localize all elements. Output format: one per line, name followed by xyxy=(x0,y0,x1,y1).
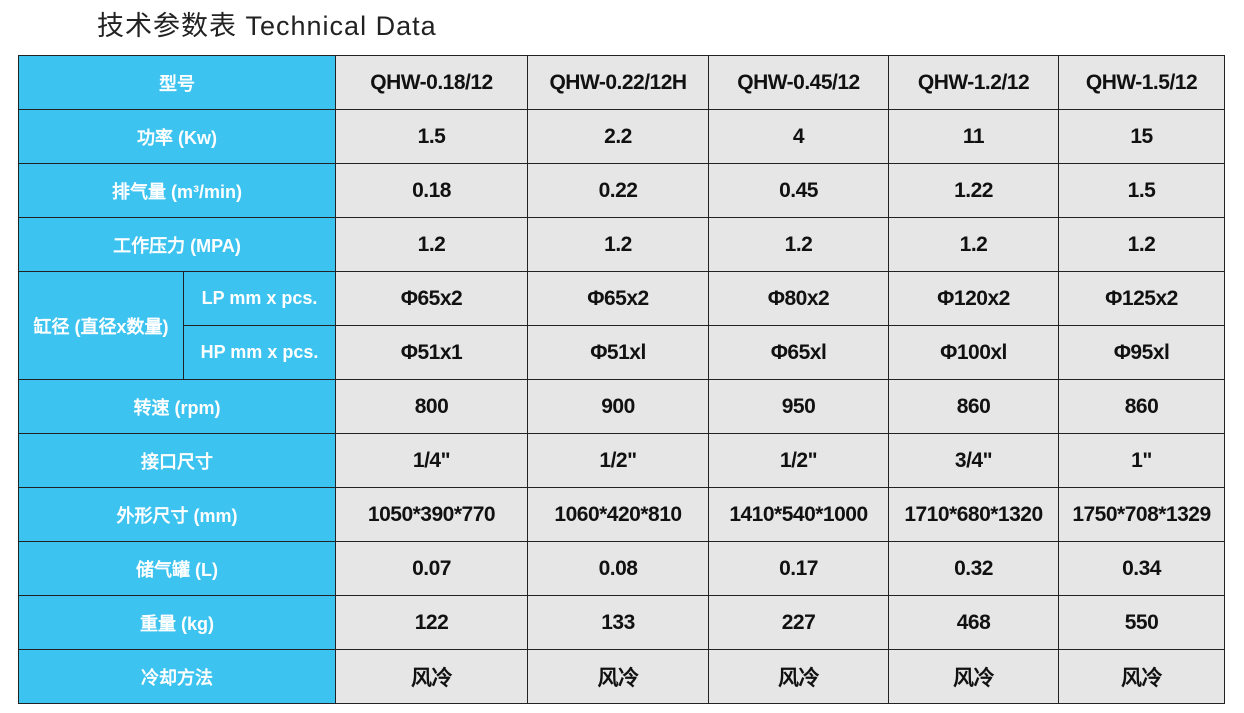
spec-value: 860 xyxy=(1058,379,1225,434)
spec-value: 550 xyxy=(1058,595,1225,650)
spec-value: 1/2" xyxy=(527,433,709,488)
spec-row: 转速 (rpm) 800 900 950 860 860 xyxy=(18,379,1225,434)
table-body: 型号 QHW-0.18/12 QHW-0.22/12H QHW-0.45/12 QHW-… xyxy=(18,55,1225,704)
sub-label: HP mm x pcs. xyxy=(183,325,336,380)
spec-value: Φ65xl xyxy=(708,325,889,380)
model-name: QHW-1.5/12 xyxy=(1058,55,1225,110)
spec-row: 重量 (kg) 122 133 227 468 550 xyxy=(18,595,1225,650)
spec-value: 0.32 xyxy=(888,541,1059,596)
spec-value: 风冷 xyxy=(527,649,709,704)
spec-row: 排气量 (m³/min) 0.18 0.22 0.45 1.22 1.5 xyxy=(18,163,1225,218)
spec-row: 缸径 (直径x数量) LP mm x pcs. Φ65x2 Φ65x2 Φ80x2 Φ12… xyxy=(18,271,1225,380)
spec-value: 0.07 xyxy=(335,541,528,596)
spec-value: 0.22 xyxy=(527,163,709,218)
spec-value: Φ95xl xyxy=(1058,325,1225,380)
spec-value: 1.2 xyxy=(888,217,1059,272)
spec-value: Φ80x2 xyxy=(708,271,889,326)
spec-value: 0.08 xyxy=(527,541,709,596)
spec-value: 0.18 xyxy=(335,163,528,218)
spec-row: 功率 (Kw) 1.5 2.2 4 11 15 xyxy=(18,109,1225,164)
spec-value: 468 xyxy=(888,595,1059,650)
spec-row: 冷却方法 风冷 风冷 风冷 风冷 风冷 xyxy=(18,649,1225,704)
spec-value: 1410*540*1000 xyxy=(708,487,889,542)
spec-value: 0.45 xyxy=(708,163,889,218)
spec-value: 风冷 xyxy=(708,649,889,704)
spec-value: Φ51x1 xyxy=(335,325,528,380)
spec-value: 1.2 xyxy=(527,217,709,272)
row-label: 冷却方法 xyxy=(18,649,336,704)
spec-value: Φ51xl xyxy=(527,325,709,380)
spec-value: 800 xyxy=(335,379,528,434)
spec-value: Φ65x2 xyxy=(335,271,528,326)
spec-value: 风冷 xyxy=(335,649,528,704)
spec-row: 外形尺寸 (mm) 1050*390*770 1060*420*810 1410*54… xyxy=(18,487,1225,542)
group-label: 缸径 (直径x数量) xyxy=(18,271,184,380)
spec-value: 1.5 xyxy=(335,109,528,164)
spec-value: 1" xyxy=(1058,433,1225,488)
row-label: 重量 (kg) xyxy=(18,595,336,650)
spec-value: 1.2 xyxy=(1058,217,1225,272)
row-label: 外形尺寸 (mm) xyxy=(18,487,336,542)
spec-value: 2.2 xyxy=(527,109,709,164)
spec-table: 型号 QHW-0.18/12 QHW-0.22/12H QHW-0.45/12 QHW-… xyxy=(18,55,1225,704)
spec-value: 风冷 xyxy=(888,649,1059,704)
row-label: 排气量 (m³/min) xyxy=(18,163,336,218)
spec-value: 0.17 xyxy=(708,541,889,596)
row-label: 工作压力 (MPA) xyxy=(18,217,336,272)
spec-value: 122 xyxy=(335,595,528,650)
spec-value: Φ65x2 xyxy=(527,271,709,326)
spec-row: 储气罐 (L) 0.07 0.08 0.17 0.32 0.34 xyxy=(18,541,1225,596)
spec-value: 1750*708*1329 xyxy=(1058,487,1225,542)
spec-value: 860 xyxy=(888,379,1059,434)
spec-value: 227 xyxy=(708,595,889,650)
spec-value: Φ120x2 xyxy=(888,271,1059,326)
spec-value: 1.5 xyxy=(1058,163,1225,218)
header-label: 型号 xyxy=(18,55,336,110)
spec-value: 1710*680*1320 xyxy=(888,487,1059,542)
header-row: 型号 QHW-0.18/12 QHW-0.22/12H QHW-0.45/12 QHW-… xyxy=(18,55,1225,110)
model-name: QHW-0.22/12H xyxy=(527,55,709,110)
spec-value: 1060*420*810 xyxy=(527,487,709,542)
spec-value: 1.2 xyxy=(335,217,528,272)
row-label: 功率 (Kw) xyxy=(18,109,336,164)
spec-value: 风冷 xyxy=(1058,649,1225,704)
spec-value: 1/4" xyxy=(335,433,528,488)
sub-label: LP mm x pcs. xyxy=(183,271,336,326)
spec-value: 3/4" xyxy=(888,433,1059,488)
spec-value: 1050*390*770 xyxy=(335,487,528,542)
model-name: QHW-1.2/12 xyxy=(888,55,1059,110)
spec-value: 133 xyxy=(527,595,709,650)
model-name: QHW-0.45/12 xyxy=(708,55,889,110)
spec-value: Φ100xl xyxy=(888,325,1059,380)
row-label: 转速 (rpm) xyxy=(18,379,336,434)
spec-value: 1.22 xyxy=(888,163,1059,218)
page-title: 技术参数表 Technical Data xyxy=(97,11,437,41)
row-label: 储气罐 (L) xyxy=(18,541,336,596)
spec-value: 11 xyxy=(888,109,1059,164)
spec-value: 1/2" xyxy=(708,433,889,488)
model-name: QHW-0.18/12 xyxy=(335,55,528,110)
spec-value: 0.34 xyxy=(1058,541,1225,596)
spec-value: Φ125x2 xyxy=(1058,271,1225,326)
spec-value: 950 xyxy=(708,379,889,434)
spec-value: 15 xyxy=(1058,109,1225,164)
spec-row: 接口尺寸 1/4" 1/2" 1/2" 3/4" 1" xyxy=(18,433,1225,488)
spec-value: 900 xyxy=(527,379,709,434)
spec-row: 工作压力 (MPA) 1.2 1.2 1.2 1.2 1.2 xyxy=(18,217,1225,272)
spec-value: 1.2 xyxy=(708,217,889,272)
row-label: 接口尺寸 xyxy=(18,433,336,488)
spec-value: 4 xyxy=(708,109,889,164)
spec-row: HP mm x pcs. Φ51x1 Φ51xl Φ65xl Φ100xl Φ95xl xyxy=(19,325,1225,380)
